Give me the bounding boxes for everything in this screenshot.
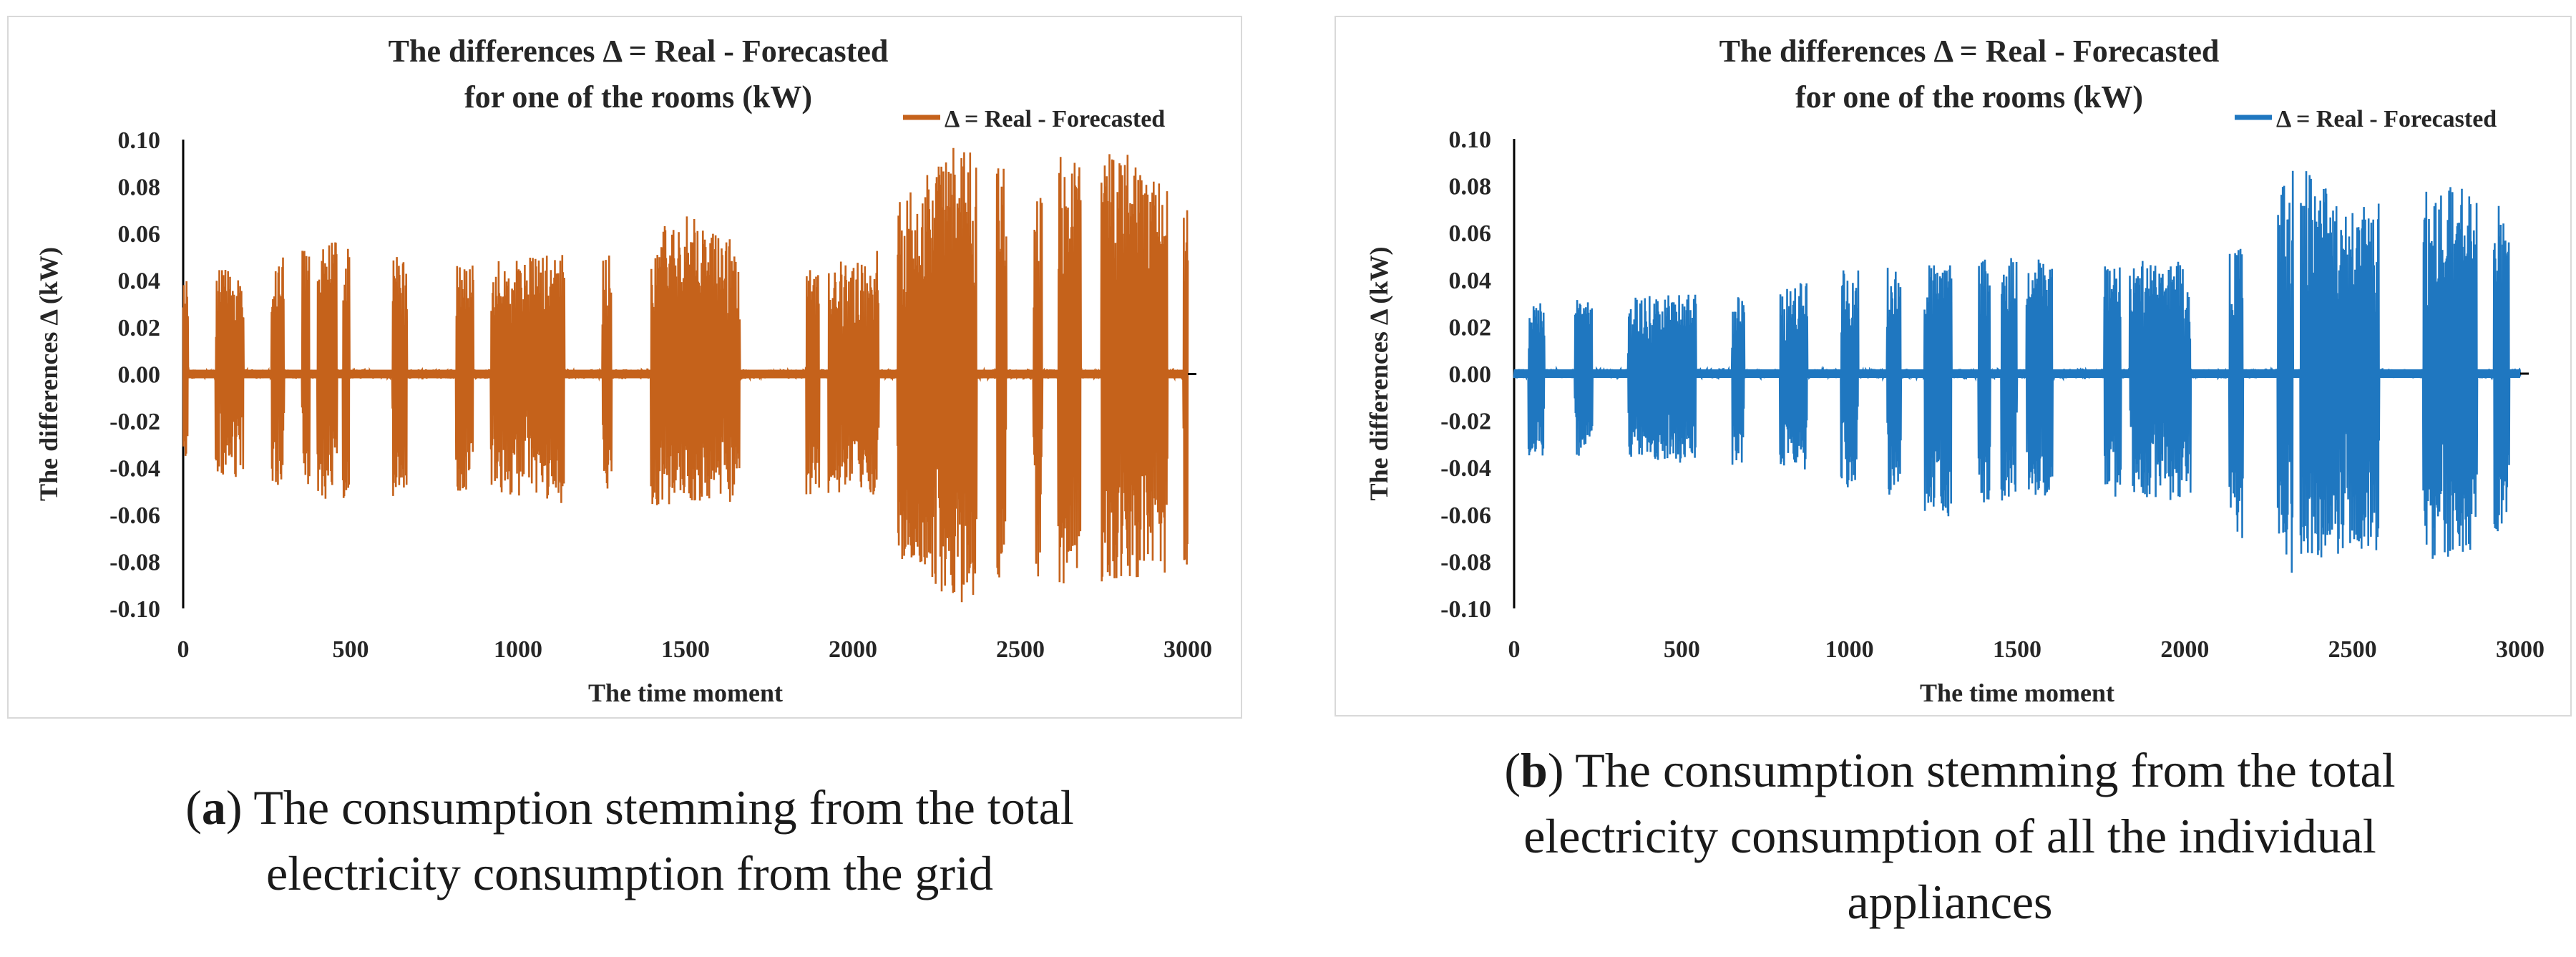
- chart-a-svg: The differences Δ = Real - Forecasted for…: [34, 34, 1212, 707]
- chartb-xtick-label: 0: [1508, 636, 1521, 663]
- chartb-xtick-label: 500: [1664, 636, 1700, 663]
- charta-xtick-label: 0: [177, 636, 190, 663]
- caption-a-line2: electricity consumption from the grid: [266, 846, 993, 900]
- chartb-ylabel: The differences Δ (kW): [1365, 247, 1393, 501]
- caption-b: (b) The consumption stemming from the to…: [1504, 743, 2396, 929]
- chart-a: The differences Δ = Real - Forecasted for…: [7, 16, 1242, 719]
- chartb-title-line2: for one of the rooms (kW): [1795, 79, 2143, 115]
- chartb-legend-label: Δ = Real - Forecasted: [2276, 106, 2497, 132]
- charta-ytick-label: -0.06: [109, 502, 160, 529]
- chartb-ytick-label: -0.02: [1440, 409, 1491, 435]
- panel-a: The differences Δ = Real - Forecasted for…: [7, 16, 1242, 900]
- chart-b-svg: The differences Δ = Real - Forecasted for…: [1365, 34, 2545, 707]
- caption-b-line1: The consumption stemming from the total: [1563, 743, 2396, 797]
- charta-ytick-label: 0.02: [118, 315, 161, 341]
- chartb-xtick-label: 3000: [2496, 636, 2545, 663]
- chartb-ytick-label: 0.00: [1449, 361, 1492, 388]
- charta-xtick-label: 2500: [996, 636, 1045, 663]
- caption-b-label: b: [1521, 743, 1548, 797]
- chartb-ytick-label: 0.06: [1449, 220, 1492, 247]
- charta-ytick-label: -0.08: [109, 550, 160, 576]
- charta-xtick-label: 3000: [1163, 636, 1212, 663]
- charta-ytick-label: -0.10: [109, 596, 160, 623]
- charta-xtick-label: 500: [333, 636, 369, 663]
- chart-b: The differences Δ = Real - Forecasted for…: [1335, 16, 2572, 716]
- chartb-xtick-label: 2500: [2328, 636, 2377, 663]
- charta-ytick-label: -0.02: [109, 409, 160, 435]
- chartb-ytick-label: -0.10: [1440, 596, 1491, 623]
- charta-xlabel: The time moment: [588, 679, 783, 707]
- charta-ytick-label: 0.10: [118, 127, 161, 154]
- caption-a: (a) The consumption stemming from the to…: [185, 780, 1074, 900]
- caption-a-line1: The consumption stemming from the total: [242, 780, 1074, 835]
- chartb-ytick-label: -0.04: [1440, 455, 1491, 482]
- chartb-title-line1: The differences Δ = Real - Forecasted: [1719, 34, 2220, 69]
- chartb-xtick-label: 1000: [1825, 636, 1874, 663]
- panel-b: The differences Δ = Real - Forecasted for…: [1324, 0, 2576, 957]
- chartb-ytick-label: -0.06: [1440, 502, 1491, 529]
- charta-legend-label: Δ = Real - Forecasted: [945, 106, 1165, 132]
- caption-b-line3: appliances: [1847, 875, 2053, 929]
- charta-ytick-label: 0.00: [118, 362, 161, 389]
- charta-xtick-label: 2000: [829, 636, 877, 663]
- caption-b-line2: electricity consumption of all the indiv…: [1523, 809, 2376, 863]
- chartb-xtick-label: 1500: [1993, 636, 2041, 663]
- chartb-xlabel: The time moment: [1920, 679, 2114, 707]
- charta-ylabel: The differences Δ (kW): [34, 247, 63, 501]
- charta-ytick-label: 0.08: [118, 175, 161, 201]
- chartb-ytick-label: 0.04: [1449, 268, 1492, 294]
- chartb-ytick-label: 0.08: [1449, 174, 1492, 200]
- charta-xtick-label: 1500: [661, 636, 710, 663]
- charta-xtick-label: 1000: [494, 636, 542, 663]
- charta-ytick-label: 0.06: [118, 221, 161, 248]
- charta-ytick-label: -0.04: [109, 456, 160, 482]
- caption-a-label: a: [201, 780, 226, 835]
- chartb-ytick-label: 0.10: [1449, 127, 1492, 153]
- charta-title-line1: The differences Δ = Real - Forecasted: [389, 34, 889, 69]
- charta-ytick-label: 0.04: [118, 268, 161, 295]
- chartb-ytick-label: 0.02: [1449, 314, 1492, 341]
- chartb-ytick-label: -0.08: [1440, 549, 1491, 575]
- chartb-xtick-label: 2000: [2160, 636, 2209, 663]
- charta-title-line2: for one of the rooms (kW): [464, 79, 812, 115]
